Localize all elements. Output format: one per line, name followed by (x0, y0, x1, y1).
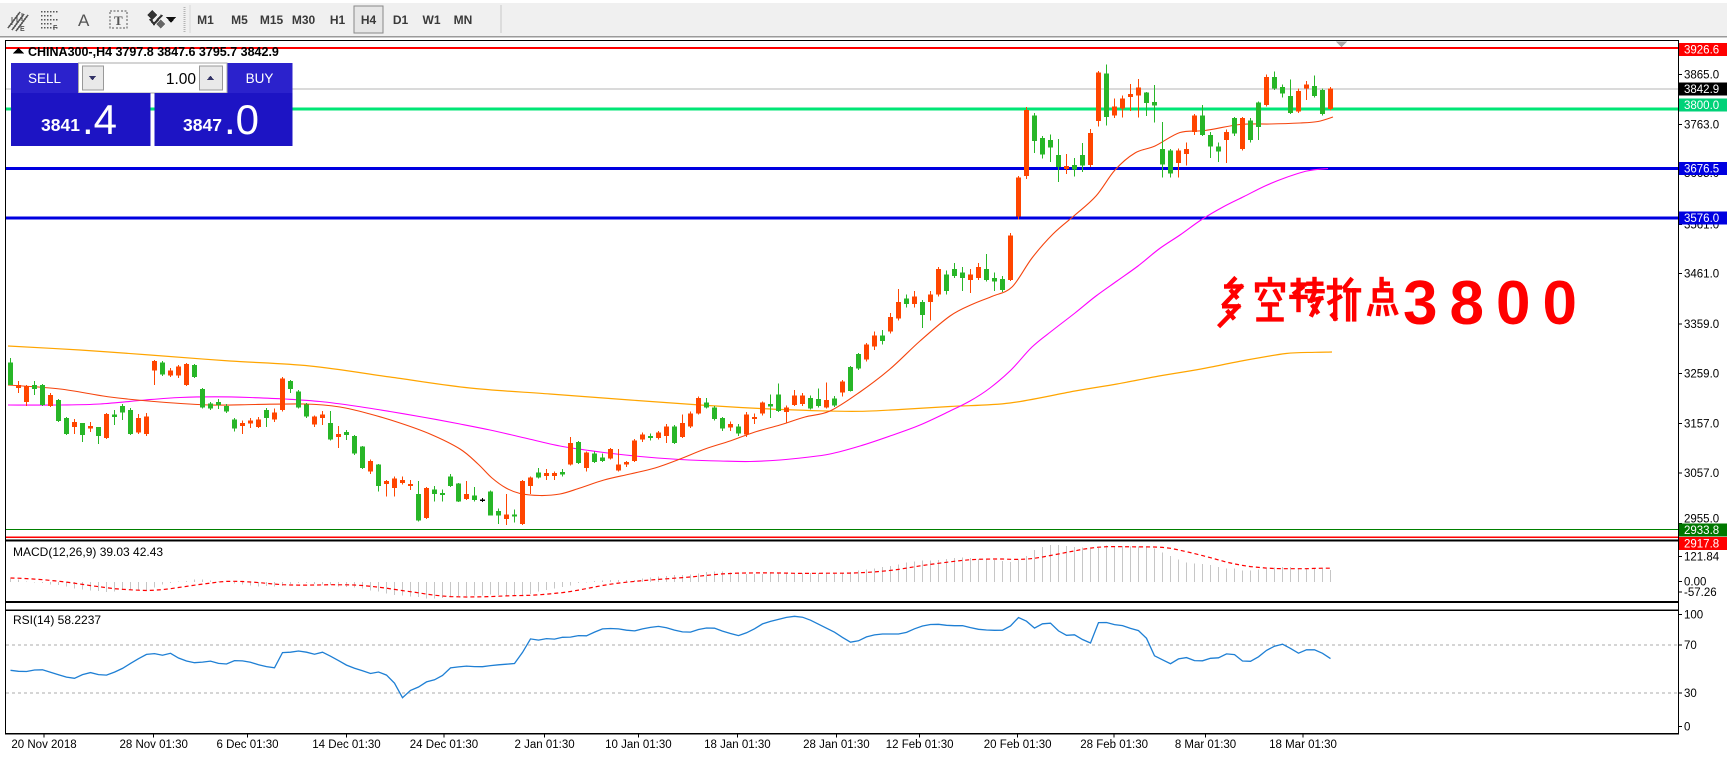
svg-text:BUY: BUY (246, 71, 274, 86)
svg-text:-57.26: -57.26 (1684, 587, 1717, 599)
svg-text:A: A (78, 11, 90, 30)
svg-text:3359.0: 3359.0 (1684, 319, 1719, 331)
svg-text:MN: MN (454, 13, 473, 27)
svg-text:1.00: 1.00 (166, 71, 197, 88)
svg-text:8 Mar 01:30: 8 Mar 01:30 (1175, 739, 1236, 751)
svg-text:RSI(14) 58.2237: RSI(14) 58.2237 (13, 613, 101, 627)
svg-text:3576.0: 3576.0 (1684, 213, 1719, 225)
svg-text:20 Nov 2018: 20 Nov 2018 (11, 739, 76, 751)
svg-text:.0: .0 (224, 96, 259, 143)
svg-text:100: 100 (1684, 610, 1703, 622)
svg-text:28 Jan 01:30: 28 Jan 01:30 (803, 739, 870, 751)
svg-text:3461.0: 3461.0 (1684, 269, 1719, 281)
svg-text:E: E (20, 26, 25, 33)
svg-text:3847: 3847 (183, 115, 222, 135)
svg-text:14 Dec 01:30: 14 Dec 01:30 (312, 739, 380, 751)
svg-text:2 Jan 01:30: 2 Jan 01:30 (515, 739, 575, 751)
svg-text:F: F (53, 25, 58, 32)
svg-text:30: 30 (1684, 688, 1697, 700)
svg-text:.4: .4 (82, 96, 117, 143)
svg-text:3676.5: 3676.5 (1684, 164, 1719, 176)
svg-text:20 Feb 01:30: 20 Feb 01:30 (984, 739, 1052, 751)
svg-text:3800: 3800 (1403, 269, 1589, 338)
svg-text:H4: H4 (361, 13, 377, 27)
svg-text:3926.6: 3926.6 (1684, 45, 1719, 57)
svg-text:3841: 3841 (41, 115, 80, 135)
svg-text:28 Feb 01:30: 28 Feb 01:30 (1080, 739, 1148, 751)
svg-text:2955.0: 2955.0 (1684, 514, 1719, 526)
svg-text:0: 0 (1684, 722, 1690, 734)
svg-text:H1: H1 (330, 13, 346, 27)
svg-text:18 Jan 01:30: 18 Jan 01:30 (704, 739, 771, 751)
svg-text:28 Nov 01:30: 28 Nov 01:30 (119, 739, 187, 751)
svg-text:SELL: SELL (28, 71, 62, 86)
svg-text:6 Dec 01:30: 6 Dec 01:30 (216, 739, 278, 751)
svg-text:D1: D1 (393, 13, 409, 27)
svg-text:10 Jan 01:30: 10 Jan 01:30 (605, 739, 672, 751)
svg-text:0.00: 0.00 (1684, 577, 1706, 589)
svg-text:W1: W1 (423, 13, 441, 27)
svg-text:70: 70 (1684, 640, 1697, 652)
svg-text:3057.0: 3057.0 (1684, 468, 1719, 480)
svg-text:CHINA300-,H4 3797.8 3847.6 37: CHINA300-,H4 3797.8 3847.6 3795.7 3842.9 (28, 45, 279, 59)
svg-text:3259.0: 3259.0 (1684, 368, 1719, 380)
svg-text:M1: M1 (197, 13, 214, 27)
svg-text:M5: M5 (231, 13, 248, 27)
svg-text:2917.8: 2917.8 (1684, 539, 1719, 551)
svg-text:M15: M15 (260, 13, 284, 27)
svg-text:121.84: 121.84 (1684, 552, 1720, 564)
svg-text:3157.0: 3157.0 (1684, 419, 1719, 431)
svg-text:24 Dec 01:30: 24 Dec 01:30 (410, 739, 478, 751)
svg-text:2933.8: 2933.8 (1684, 525, 1719, 537)
svg-text:3865.0: 3865.0 (1684, 69, 1719, 81)
svg-text:T: T (114, 13, 123, 28)
svg-text:12 Feb 01:30: 12 Feb 01:30 (886, 739, 954, 751)
svg-text:3763.0: 3763.0 (1684, 120, 1719, 132)
svg-text:M30: M30 (292, 13, 316, 27)
svg-text:18 Mar 01:30: 18 Mar 01:30 (1269, 739, 1337, 751)
svg-text:3842.9: 3842.9 (1684, 84, 1719, 96)
svg-text:3800.0: 3800.0 (1684, 100, 1719, 112)
svg-text:MACD(12,26,9) 39.03 42.43: MACD(12,26,9) 39.03 42.43 (13, 545, 163, 559)
